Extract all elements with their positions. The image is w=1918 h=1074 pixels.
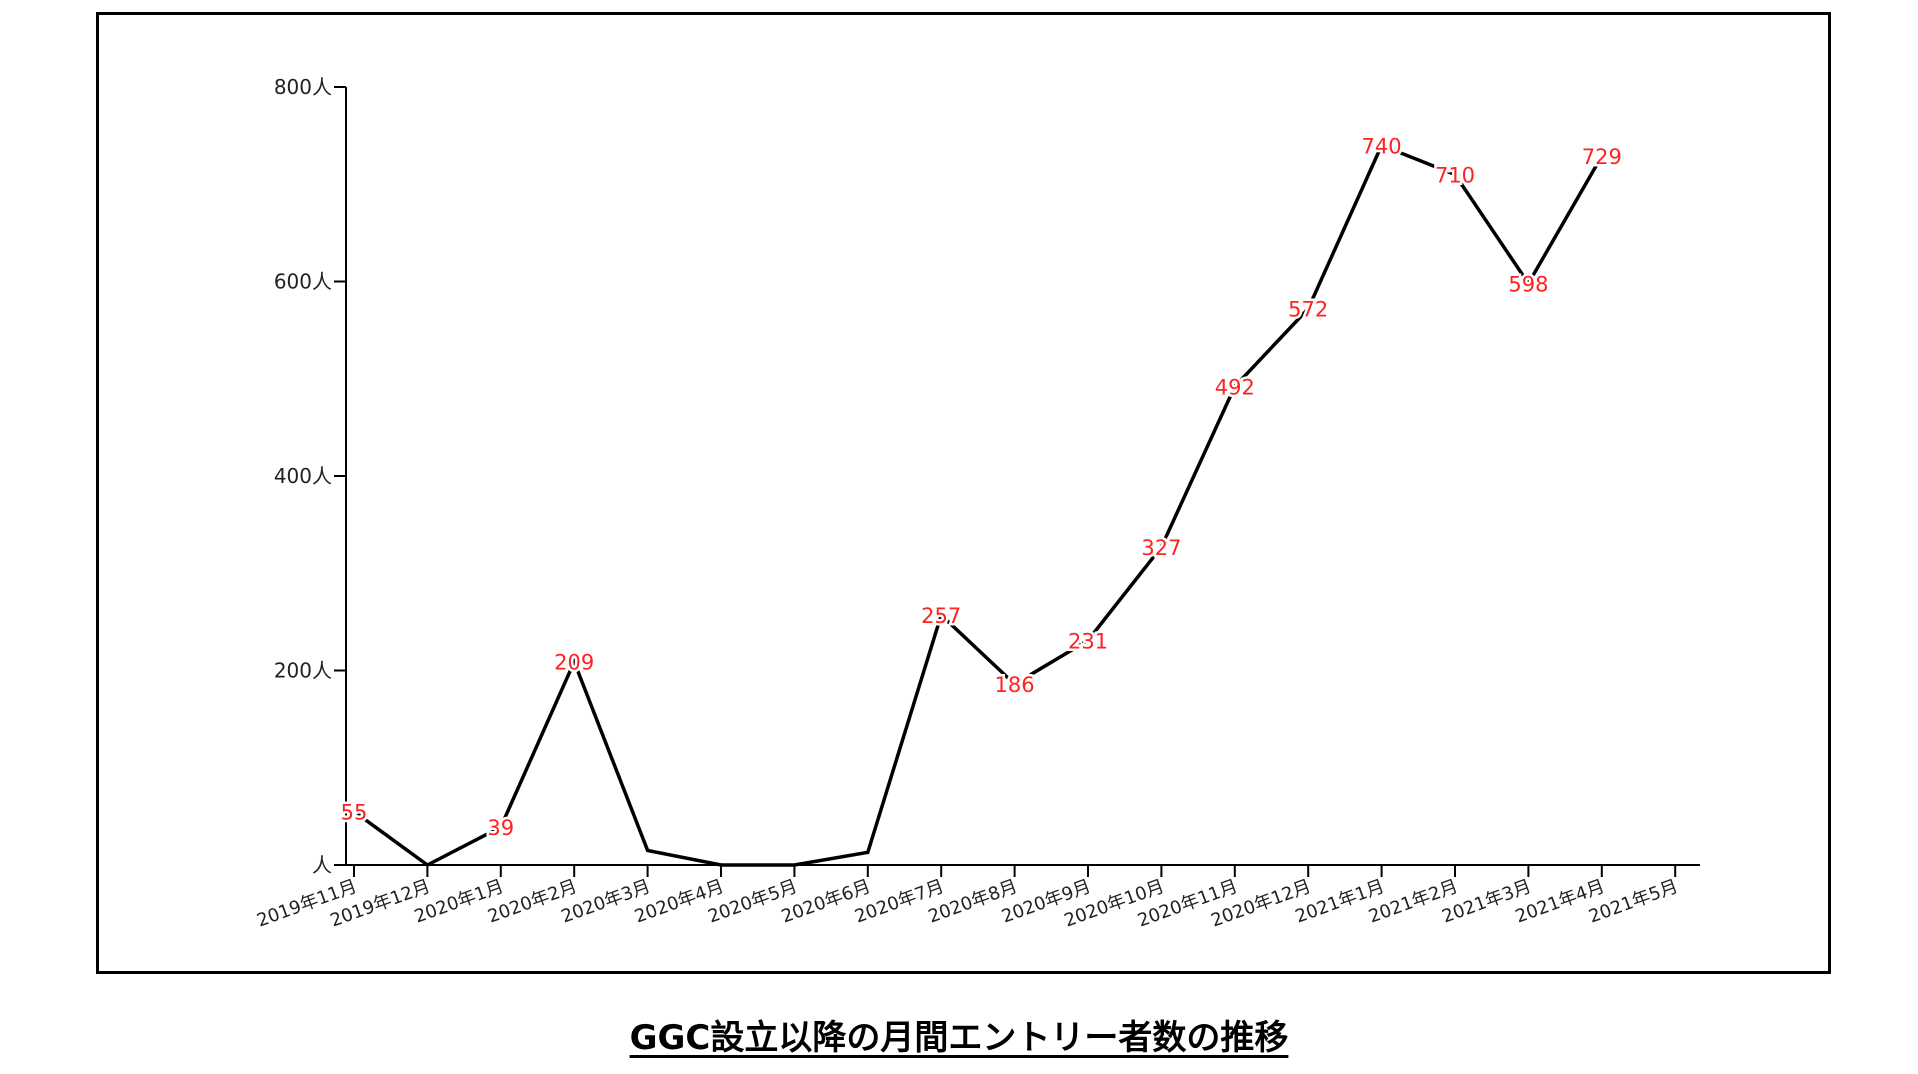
data-point (646, 848, 650, 852)
chart-frame: 人 200人 400人 600人 800人 2019年11月 2019年12月 2020年1月… (96, 12, 1831, 974)
y-tick-label: 800人 (274, 75, 332, 99)
data-label: 209 (554, 651, 594, 675)
data-label: 492 (1215, 376, 1255, 400)
data-label: 327 (1141, 536, 1181, 560)
data-point (1306, 307, 1310, 311)
data-label: 729 (1582, 145, 1622, 169)
series-line (352, 143, 1604, 868)
line-chart: 人200人400人600人800人2019年11月2019年12月2020年1月… (254, 75, 1700, 932)
data-label: 710 (1435, 164, 1475, 188)
data-point (1159, 545, 1163, 549)
data-label: 55 (341, 801, 368, 825)
data-label: 740 (1362, 134, 1402, 158)
data-point (1453, 173, 1457, 177)
y-tick-label: 600人 (274, 270, 332, 294)
data-point (1013, 682, 1017, 686)
data-label: 231 (1068, 629, 1108, 653)
data-point (352, 810, 356, 814)
y-tick-label: 200人 (274, 659, 332, 683)
y-tick-label: 人 (312, 853, 332, 877)
data-point (939, 613, 943, 617)
data-label: 572 (1288, 298, 1328, 322)
data-point (719, 863, 723, 867)
data-point (1233, 385, 1237, 389)
data-point (572, 660, 576, 664)
data-label: 257 (921, 604, 961, 628)
data-point (425, 863, 429, 867)
chart-caption: GGC設立以降の月間エントリー者数の推移 (629, 1018, 1289, 1058)
y-tick-label: 400人 (274, 464, 332, 488)
data-label: 598 (1508, 272, 1548, 296)
data-point (1086, 638, 1090, 642)
data-point (1526, 281, 1530, 285)
data-point (499, 825, 503, 829)
data-label: 186 (995, 673, 1035, 697)
data-label: 39 (487, 816, 514, 840)
data-point (1600, 154, 1604, 158)
data-point (866, 850, 870, 854)
data-point (792, 863, 796, 867)
data-point (1380, 143, 1384, 147)
